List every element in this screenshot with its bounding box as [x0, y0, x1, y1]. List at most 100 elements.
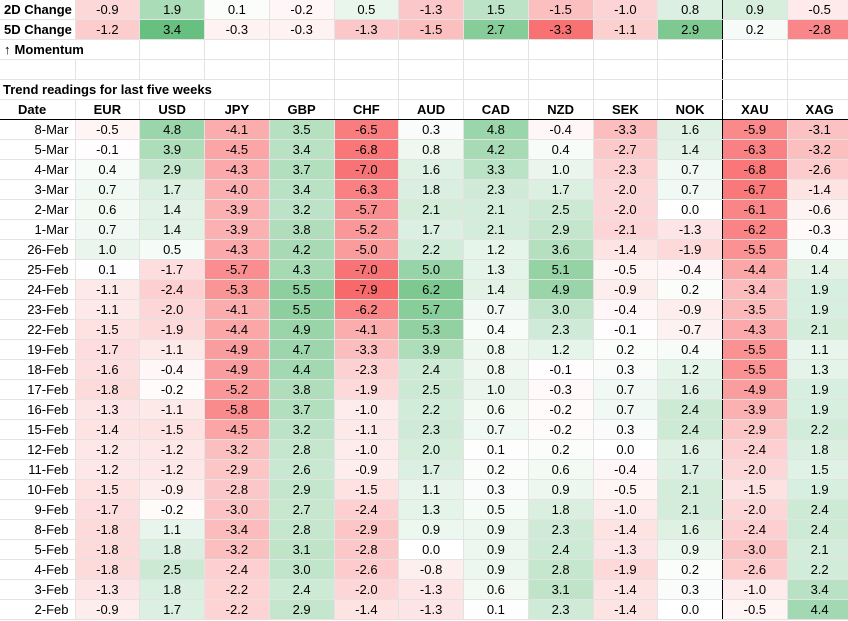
empty-cell[interactable]: [398, 79, 464, 100]
value-cell[interactable]: 0.6: [463, 399, 529, 420]
value-cell[interactable]: 1.3: [787, 359, 848, 380]
value-cell[interactable]: 0.6: [463, 579, 529, 600]
value-cell[interactable]: 3.4: [787, 579, 848, 600]
value-cell[interactable]: 6.2: [398, 279, 464, 300]
value-cell[interactable]: -0.9: [139, 479, 205, 500]
value-cell[interactable]: 3.4: [269, 139, 335, 160]
empty-cell[interactable]: [398, 59, 464, 80]
empty-cell[interactable]: [593, 39, 659, 60]
value-cell[interactable]: 0.7: [463, 299, 529, 320]
value-cell[interactable]: 5.0: [398, 259, 464, 280]
value-cell[interactable]: 2.2: [398, 239, 464, 260]
value-cell[interactable]: -1.9: [593, 559, 659, 580]
value-cell[interactable]: -0.5: [75, 119, 141, 140]
value-cell[interactable]: 2.1: [398, 199, 464, 220]
value-cell[interactable]: 0.9: [657, 539, 723, 560]
value-cell[interactable]: 0.9: [463, 539, 529, 560]
value-cell[interactable]: -2.8: [204, 479, 270, 500]
value-cell[interactable]: -4.1: [204, 299, 270, 320]
empty-cell[interactable]: [593, 79, 659, 100]
value-cell[interactable]: -1.4: [593, 519, 659, 540]
date-cell[interactable]: 26-Feb: [0, 239, 76, 260]
value-cell[interactable]: 0.2: [657, 279, 723, 300]
value-cell[interactable]: -2.4: [334, 499, 400, 520]
value-cell[interactable]: -5.8: [204, 399, 270, 420]
value-cell[interactable]: 4.7: [269, 339, 335, 360]
value-cell[interactable]: -1.1: [75, 299, 141, 320]
value-cell[interactable]: 4.8: [139, 119, 205, 140]
value-cell[interactable]: -2.0: [593, 199, 659, 220]
value-cell[interactable]: -2.3: [334, 359, 400, 380]
value-cell[interactable]: -1.5: [75, 319, 141, 340]
value-cell[interactable]: -2.9: [722, 419, 788, 440]
empty-cell[interactable]: [398, 39, 464, 60]
value-cell[interactable]: -2.2: [204, 599, 270, 620]
value-cell[interactable]: 2.1: [657, 479, 723, 500]
value-cell[interactable]: -0.4: [139, 359, 205, 380]
date-cell[interactable]: 19-Feb: [0, 339, 76, 360]
empty-cell[interactable]: [528, 59, 594, 80]
value-cell[interactable]: -1.5: [75, 479, 141, 500]
summary-cell[interactable]: -2.8: [787, 19, 848, 40]
value-cell[interactable]: -1.0: [334, 439, 400, 460]
value-cell[interactable]: 1.7: [398, 459, 464, 480]
value-cell[interactable]: 2.9: [269, 599, 335, 620]
empty-cell[interactable]: [0, 59, 76, 80]
value-cell[interactable]: 0.7: [75, 179, 141, 200]
value-cell[interactable]: -6.1: [722, 199, 788, 220]
empty-cell[interactable]: [787, 39, 848, 60]
empty-cell[interactable]: [722, 59, 788, 80]
value-cell[interactable]: -5.9: [722, 119, 788, 140]
value-cell[interactable]: 1.7: [528, 179, 594, 200]
summary-cell[interactable]: -1.0: [593, 0, 659, 20]
value-cell[interactable]: -6.8: [722, 159, 788, 180]
summary-cell[interactable]: 0.8: [657, 0, 723, 20]
value-cell[interactable]: -1.7: [75, 499, 141, 520]
empty-cell[interactable]: [528, 79, 594, 100]
summary-cell[interactable]: -3.3: [528, 19, 594, 40]
value-cell[interactable]: -1.0: [722, 579, 788, 600]
value-cell[interactable]: 1.7: [139, 179, 205, 200]
summary-cell[interactable]: -1.5: [398, 19, 464, 40]
date-cell[interactable]: 3-Feb: [0, 579, 76, 600]
date-cell[interactable]: 10-Feb: [0, 479, 76, 500]
date-cell[interactable]: 2-Mar: [0, 199, 76, 220]
value-cell[interactable]: -6.2: [334, 299, 400, 320]
value-cell[interactable]: 3.2: [269, 199, 335, 220]
value-cell[interactable]: -2.4: [722, 439, 788, 460]
value-cell[interactable]: 2.1: [463, 199, 529, 220]
empty-cell[interactable]: [75, 59, 141, 80]
date-cell[interactable]: 3-Mar: [0, 179, 76, 200]
value-cell[interactable]: 4.8: [463, 119, 529, 140]
value-cell[interactable]: -3.4: [722, 279, 788, 300]
value-cell[interactable]: 1.3: [463, 259, 529, 280]
date-cell[interactable]: 9-Feb: [0, 499, 76, 520]
value-cell[interactable]: -4.1: [334, 319, 400, 340]
value-cell[interactable]: 1.7: [139, 599, 205, 620]
value-cell[interactable]: 0.2: [463, 459, 529, 480]
value-cell[interactable]: -2.2: [204, 579, 270, 600]
summary-cell[interactable]: 1.9: [139, 0, 205, 20]
currency-header[interactable]: GBP: [269, 99, 335, 120]
value-cell[interactable]: -5.3: [204, 279, 270, 300]
date-header[interactable]: Date: [0, 99, 76, 120]
value-cell[interactable]: -3.2: [204, 439, 270, 460]
value-cell[interactable]: 2.1: [463, 219, 529, 240]
date-cell[interactable]: 12-Feb: [0, 439, 76, 460]
value-cell[interactable]: 0.3: [657, 579, 723, 600]
value-cell[interactable]: -6.3: [722, 139, 788, 160]
value-cell[interactable]: -1.8: [75, 379, 141, 400]
empty-cell[interactable]: [657, 79, 723, 100]
value-cell[interactable]: -7.9: [334, 279, 400, 300]
empty-cell[interactable]: [204, 39, 270, 60]
value-cell[interactable]: -3.2: [204, 539, 270, 560]
value-cell[interactable]: -0.9: [657, 299, 723, 320]
currency-header[interactable]: SEK: [593, 99, 659, 120]
currency-header[interactable]: XAG: [787, 99, 848, 120]
value-cell[interactable]: -0.4: [528, 119, 594, 140]
value-cell[interactable]: -1.2: [139, 459, 205, 480]
value-cell[interactable]: 1.9: [787, 379, 848, 400]
value-cell[interactable]: 2.3: [528, 519, 594, 540]
currency-header[interactable]: CHF: [334, 99, 400, 120]
value-cell[interactable]: 2.2: [787, 559, 848, 580]
